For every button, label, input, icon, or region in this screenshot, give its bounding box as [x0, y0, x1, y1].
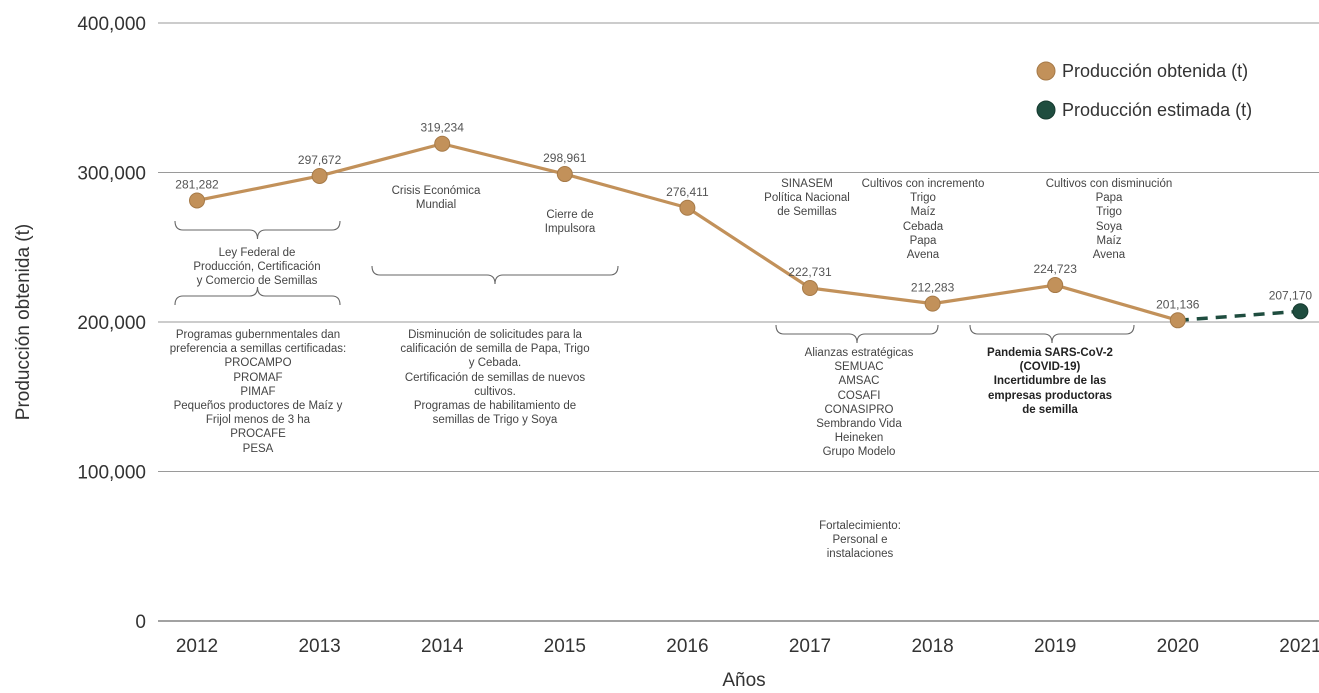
data-label: 222,731 — [788, 265, 832, 279]
annotation-cultivos-disminucion: Cultivos con disminución Papa Trigo Soya… — [1045, 178, 1173, 262]
data-point-obtenida — [434, 135, 451, 152]
y-axis-ticks: 0 100,000 200,000 300,000 400,000 — [77, 14, 146, 633]
data-label: 212,283 — [911, 281, 955, 295]
annotation-alianzas: Alianzas estratégicas SEMUAC AMSAC COSAF… — [804, 347, 914, 459]
x-axis-title: Años — [722, 670, 765, 691]
x-tick-label: 2021 — [1279, 636, 1319, 657]
annotation-programas: Programas gubernmentales dan preferencia… — [169, 329, 347, 455]
x-axis-ticks: 2012 2013 2014 2015 2016 2017 2018 2019 2020 2021 — [176, 636, 1319, 657]
y-axis-title: Producción obtenida (t) — [13, 224, 34, 420]
series-line-obtenida — [196, 142, 1179, 322]
annotation-disminucion-solicitudes: Disminución de solicitudes para la calif… — [400, 329, 590, 427]
data-label: 281,282 — [175, 177, 219, 191]
data-point-obtenida — [679, 199, 696, 216]
annotation-ley-federal: Ley Federal de Producción, Certificación… — [193, 247, 321, 288]
x-tick-label: 2015 — [544, 636, 586, 657]
data-point-obtenida — [1047, 277, 1064, 294]
brace — [174, 220, 341, 240]
brace — [371, 265, 619, 285]
x-tick-label: 2012 — [176, 636, 218, 657]
data-point-obtenida — [1169, 312, 1186, 329]
data-point-obtenida — [556, 166, 573, 183]
annotation-pandemia: Pandemia SARS-CoV-2 (COVID-19) Incertidu… — [987, 347, 1113, 416]
data-label-estimada: 207,170 — [1269, 288, 1313, 302]
data-point-obtenida — [802, 280, 818, 297]
data-point-obtenida — [189, 192, 205, 209]
annotation-fortalecimiento: Fortalecimiento: Personal e instalacione… — [819, 520, 901, 561]
annotation-cultivos-incremento: Cultivos con incremento Trigo Maíz Cebad… — [861, 178, 985, 262]
legend-marker-estimada — [1036, 100, 1056, 120]
legend-marker-obtenida — [1036, 61, 1056, 81]
legend-label-estimada: Producción estimada (t) — [1062, 100, 1252, 120]
data-point-estimada — [1292, 303, 1309, 320]
data-label: 276,411 — [666, 185, 709, 199]
x-tick-label: 2018 — [911, 636, 953, 657]
legend: Producción obtenida (t) Producción estim… — [1036, 61, 1252, 120]
y-tick-label: 0 — [135, 612, 146, 633]
gridlines — [158, 22, 1319, 622]
x-tick-label: 2017 — [789, 636, 831, 657]
x-tick-label: 2013 — [298, 636, 340, 657]
legend-label-obtenida: Producción obtenida (t) — [1062, 61, 1248, 81]
annotation-crisis: Crisis Económica Mundial — [391, 185, 481, 212]
data-label: 298,961 — [543, 151, 587, 165]
brace — [969, 324, 1135, 344]
x-tick-label: 2019 — [1034, 636, 1076, 657]
annotation-sinasem: SINASEM Política Nacional de Semillas — [764, 178, 850, 219]
y-tick-label: 100,000 — [77, 463, 146, 484]
data-label: 224,723 — [1034, 262, 1078, 276]
y-tick-label: 200,000 — [77, 313, 146, 334]
brace — [775, 324, 939, 344]
data-point-obtenida — [924, 295, 941, 312]
data-label: 297,672 — [298, 153, 342, 167]
x-tick-label: 2016 — [666, 636, 708, 657]
data-labels: 281,282 297,672 319,234 298,961 276,411 222,7… — [175, 121, 1312, 312]
data-label: 319,234 — [421, 121, 465, 135]
y-tick-label: 300,000 — [77, 164, 146, 185]
data-point-obtenida — [311, 167, 328, 184]
x-tick-label: 2020 — [1157, 636, 1199, 657]
annotation-braces — [174, 220, 1135, 344]
data-label: 201,136 — [1156, 297, 1200, 311]
data-points — [189, 135, 1309, 329]
series-line-estimada — [1177, 309, 1301, 323]
y-tick-label: 400,000 — [77, 14, 146, 35]
x-tick-label: 2014 — [421, 636, 464, 657]
brace — [174, 286, 341, 306]
annotation-cierre: Cierre de Impulsora — [544, 209, 596, 236]
